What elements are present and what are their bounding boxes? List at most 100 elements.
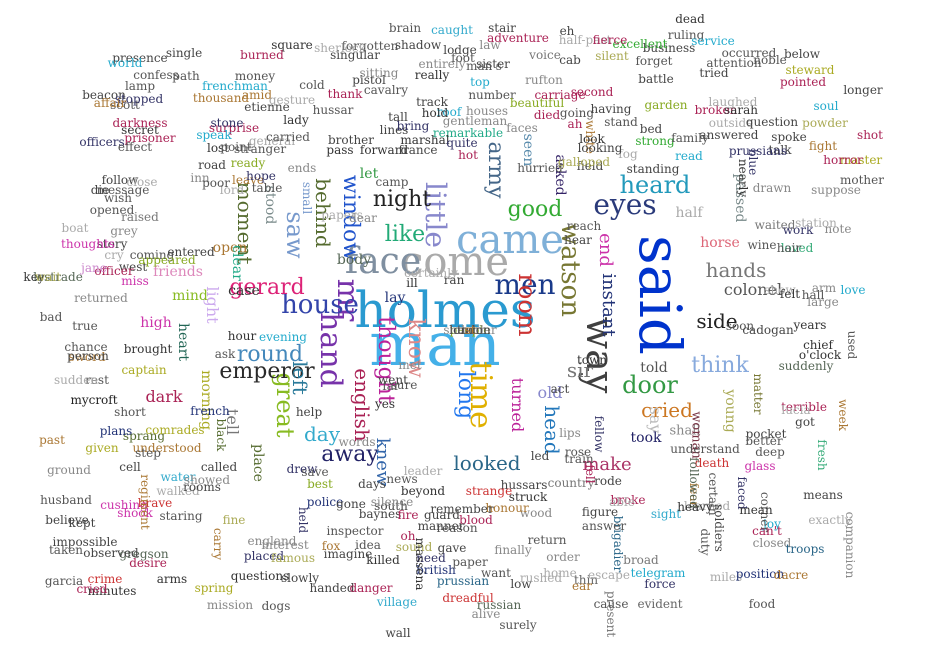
word-man-s: man's bbox=[466, 59, 502, 73]
word-forget: forget bbox=[635, 54, 673, 68]
word-boat: boat bbox=[61, 221, 89, 235]
word-cried: cried bbox=[76, 582, 108, 596]
word-quite: quite bbox=[446, 136, 478, 150]
word-burned: burned bbox=[240, 48, 284, 62]
word-friends: friends bbox=[153, 264, 203, 280]
word-surprise: surprise bbox=[208, 121, 260, 135]
word-paper: paper bbox=[452, 555, 488, 569]
word-fox: fox bbox=[321, 539, 341, 553]
word-open: open bbox=[212, 240, 248, 256]
word-singular: singular bbox=[330, 48, 380, 62]
word-walked: walked bbox=[156, 484, 200, 498]
word-tried: tried bbox=[699, 66, 729, 80]
word-entered: entered bbox=[167, 245, 215, 259]
word-lips: lips bbox=[559, 426, 581, 440]
word-slowly: slowly bbox=[280, 571, 320, 585]
word-escape: escape bbox=[588, 568, 630, 582]
word-fine: fine bbox=[222, 513, 246, 527]
word-closed: closed bbox=[752, 536, 792, 550]
word-understand: understand bbox=[670, 442, 740, 456]
word-impossible: impossible bbox=[52, 535, 118, 549]
word-large: large bbox=[807, 295, 839, 309]
word-miles: miles bbox=[709, 570, 743, 584]
word-cavalry: cavalry bbox=[363, 83, 409, 97]
word-companion: companion bbox=[843, 511, 857, 579]
word-good: good bbox=[507, 197, 563, 222]
word-hair: hair bbox=[776, 241, 802, 255]
word-wait: wait bbox=[34, 270, 62, 284]
word-ends: ends bbox=[287, 161, 317, 175]
word-master: master bbox=[839, 153, 883, 167]
word-sure: sure bbox=[390, 378, 418, 392]
word-forward: forward bbox=[359, 143, 409, 157]
word-track: track bbox=[416, 95, 448, 109]
word-pass: pass bbox=[326, 143, 354, 157]
word-carriage: carriage bbox=[534, 88, 586, 102]
word-scott: scott bbox=[110, 98, 140, 112]
word-excellent: excellent bbox=[612, 37, 668, 51]
word-loved: loved bbox=[780, 241, 814, 255]
word-handed: handed bbox=[309, 581, 355, 595]
word-rest: rest bbox=[85, 373, 109, 387]
word-place: place bbox=[250, 444, 266, 482]
word-cab: cab bbox=[559, 53, 581, 67]
word-affair: affair bbox=[93, 96, 127, 110]
word-black: black bbox=[214, 418, 228, 452]
word-man: man bbox=[369, 310, 501, 380]
word-mind: mind bbox=[172, 288, 208, 304]
word-shall: shall bbox=[669, 423, 701, 439]
word-wall: wall bbox=[385, 626, 411, 640]
word-talk: talk bbox=[768, 143, 792, 157]
word-can-t: can't bbox=[752, 524, 782, 538]
word-marshal: marshal bbox=[400, 133, 450, 147]
word-round: round bbox=[236, 342, 304, 367]
word-killed: killed bbox=[366, 553, 400, 567]
word-cadogan: cadogan bbox=[742, 323, 794, 337]
word-france: france bbox=[398, 143, 438, 157]
word-clear: clear bbox=[229, 245, 245, 281]
word-fresh: fresh bbox=[815, 439, 829, 471]
word-idea: idea bbox=[355, 538, 381, 552]
word-top: top bbox=[470, 75, 490, 89]
word-service: service bbox=[691, 34, 735, 48]
word-thin: thin bbox=[573, 573, 599, 587]
word-heard: heard bbox=[619, 171, 691, 199]
word-mission: mission bbox=[206, 598, 254, 612]
word-troops: troops bbox=[785, 542, 825, 556]
word-shoulder: shoulder bbox=[443, 323, 497, 337]
word-speak: speak bbox=[196, 128, 232, 142]
word-said: said bbox=[626, 234, 694, 356]
word-dreadful: dreadful bbox=[442, 591, 494, 605]
word-kept: kept bbox=[68, 516, 96, 530]
word-miss: miss bbox=[121, 274, 149, 288]
word-took: took bbox=[630, 430, 662, 446]
word-ear: ear bbox=[572, 579, 592, 593]
word-husband: husband bbox=[40, 493, 92, 507]
word-ill: ill bbox=[406, 276, 418, 290]
word-note: note bbox=[824, 222, 852, 236]
word-opened: opened bbox=[89, 203, 135, 217]
word-silence: silence bbox=[370, 495, 414, 509]
word-really: really bbox=[414, 68, 450, 82]
word-mother: mother bbox=[840, 173, 884, 187]
word-given: given bbox=[85, 441, 119, 455]
word-heavy: heavy bbox=[677, 500, 713, 514]
word-low: low bbox=[510, 577, 532, 591]
word-adventure: adventure bbox=[487, 31, 549, 45]
word-cushing: cushing bbox=[100, 498, 148, 512]
word-work: work bbox=[782, 223, 814, 237]
word-young: young bbox=[722, 389, 738, 433]
word-gerard: gerard bbox=[229, 275, 305, 300]
word-ask: ask bbox=[214, 347, 236, 361]
word-key: key bbox=[23, 270, 45, 284]
word-broken: broken bbox=[694, 103, 738, 117]
word-met: met bbox=[398, 358, 422, 372]
word-ah: ah bbox=[567, 117, 583, 131]
word-ruling: ruling bbox=[667, 28, 705, 42]
word-people: people bbox=[449, 323, 491, 337]
word-read: read bbox=[675, 149, 703, 163]
word-away: away bbox=[321, 442, 379, 467]
word-spoke: spoke bbox=[771, 130, 807, 144]
word-sarah: sarah bbox=[724, 103, 758, 117]
word-news: news bbox=[386, 472, 418, 486]
